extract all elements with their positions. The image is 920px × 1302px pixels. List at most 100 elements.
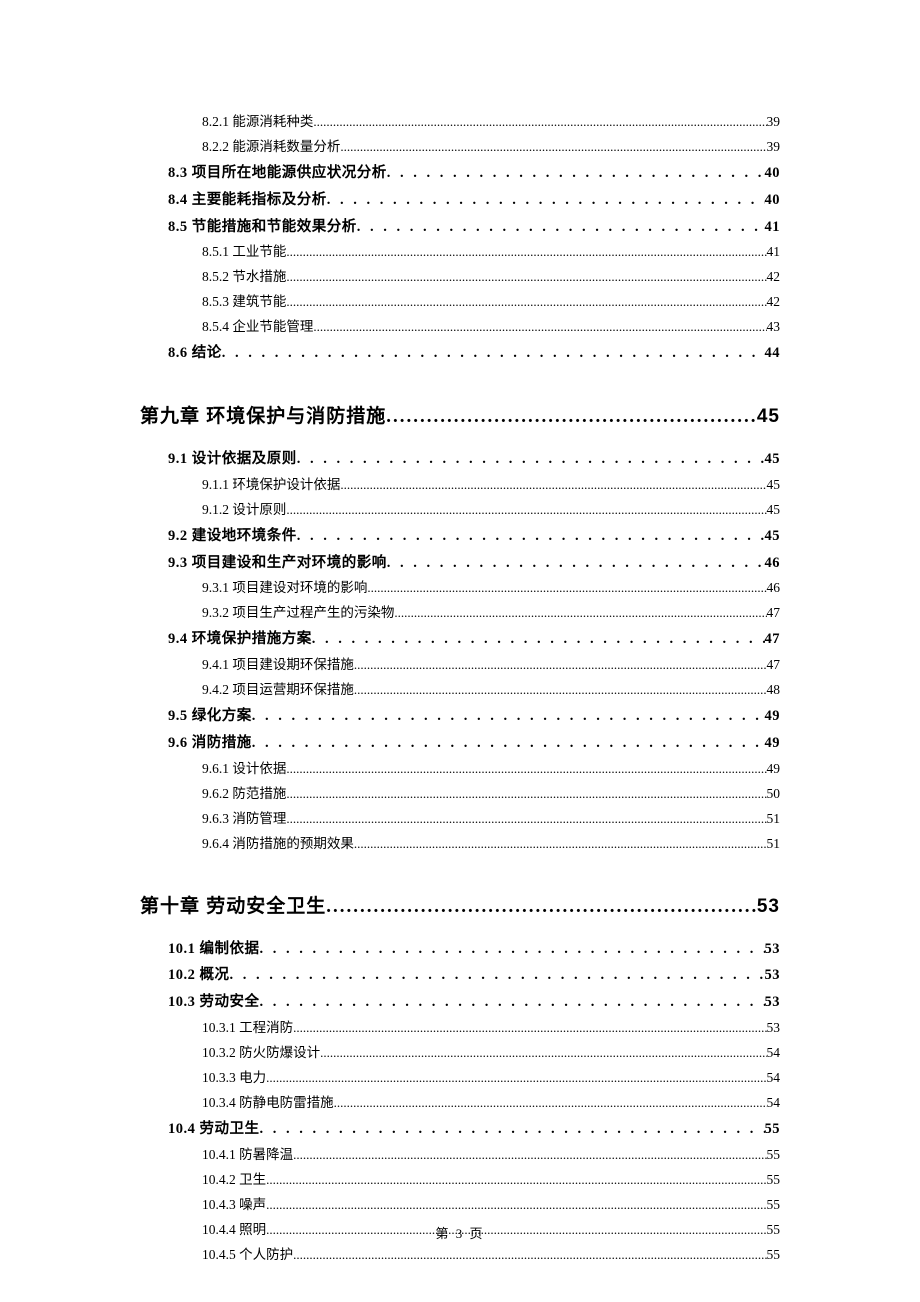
toc-page-number: 51	[767, 832, 781, 857]
toc-leader-dots: ........................................…	[286, 498, 766, 522]
toc-label: 8.5.2 节水措施	[202, 265, 286, 290]
toc-page-number: 45	[767, 473, 781, 498]
toc-page-number: 50	[767, 782, 781, 807]
toc-entry: 10.3.3 电力...............................…	[202, 1066, 780, 1091]
toc-entry: 第九章 环境保护与消防措施...........................…	[140, 401, 780, 428]
toc-entry: 10.3.1 工程消防.............................…	[202, 1016, 780, 1041]
toc-leader-dots: ........................................…	[367, 576, 766, 600]
toc-entry: 8.5.1 工业节能..............................…	[202, 240, 780, 265]
toc-entry: 10.4.1 防暑降温.............................…	[202, 1143, 780, 1168]
toc-entry: 10.3.4 防静电防雷措施..........................…	[202, 1091, 780, 1116]
toc-page-number: 49	[767, 757, 781, 782]
toc-leader-dots: ........................................…	[286, 782, 766, 806]
toc-page-number: 54	[767, 1066, 781, 1091]
toc-page-number: 39	[767, 135, 781, 160]
toc-label: 8.5.1 工业节能	[202, 240, 286, 265]
toc-label: 9.2 建设地环境条件	[168, 523, 297, 550]
toc-leader-dots: . . . . . . . . . . . . . . . . . . . . …	[252, 703, 765, 730]
toc-entry: 9.1.2 设计原则..............................…	[202, 498, 780, 523]
toc-page-number: 55	[767, 1243, 781, 1268]
toc-leader-dots: ........................................…	[286, 240, 766, 264]
toc-entry: 8.6 结论 . . . . . . . . . . . . . . . . .…	[168, 340, 780, 367]
toc-leader-dots: ........................................…	[386, 406, 757, 428]
toc-entry: 9.6.1 设计依据..............................…	[202, 757, 780, 782]
toc-leader-dots: ........................................…	[266, 1168, 766, 1192]
toc-label: 9.1 设计依据及原则	[168, 446, 297, 473]
toc-label: 10.4.1 防暑降温	[202, 1143, 293, 1168]
toc-label: 8.5.4 企业节能管理	[202, 315, 313, 340]
toc-page-number: 54	[767, 1041, 781, 1066]
toc-page-number: 46	[767, 576, 781, 601]
toc-entry: 9.1.1 环境保护设计依据..........................…	[202, 473, 780, 498]
toc-leader-dots: ........................................…	[286, 757, 766, 781]
toc-page-number: 49	[765, 703, 781, 730]
toc-leader-dots: ........................................…	[286, 265, 766, 289]
toc-label: 8.3 项目所在地能源供应状况分析	[168, 160, 387, 187]
toc-page-number: 40	[765, 160, 781, 187]
toc-leader-dots: ........................................…	[286, 807, 766, 831]
toc-label: 10.1 编制依据	[168, 936, 260, 963]
toc-label: 9.6.3 消防管理	[202, 807, 286, 832]
toc-entry: 8.5.3 建筑节能..............................…	[202, 290, 780, 315]
toc-label: 9.3 项目建设和生产对环境的影响	[168, 550, 387, 577]
toc-leader-dots: . . . . . . . . . . . . . . . . . . . . …	[387, 550, 765, 577]
toc-entry: 9.3 项目建设和生产对环境的影响 . . . . . . . . . . . …	[168, 550, 780, 577]
toc-page-number: 41	[767, 240, 781, 265]
toc-leader-dots: . . . . . . . . . . . . . . . . . . . . …	[297, 523, 765, 550]
toc-page-number: 51	[767, 807, 781, 832]
toc-entry: 9.6.2 防范措施..............................…	[202, 782, 780, 807]
toc-label: 10.2 概况	[168, 962, 230, 989]
toc-label: 9.4.2 项目运营期环保措施	[202, 678, 354, 703]
toc-label: 10.4 劳动卫生	[168, 1116, 260, 1143]
toc-entry: 10.4.3 噪声...............................…	[202, 1193, 780, 1218]
toc-leader-dots: ........................................…	[354, 653, 767, 677]
table-of-contents: 8.2.1 能源消耗种类............................…	[140, 110, 780, 1268]
toc-label: 10.3.2 防火防爆设计	[202, 1041, 320, 1066]
toc-entry: 8.5.4 企业节能管理............................…	[202, 315, 780, 340]
toc-page-number: 39	[767, 110, 781, 135]
toc-page-number: 49	[765, 730, 781, 757]
toc-page-number: 45	[765, 446, 781, 473]
toc-page-number: 43	[767, 315, 781, 340]
toc-entry: 10.4 劳动卫生 . . . . . . . . . . . . . . . …	[168, 1116, 780, 1143]
toc-label: 9.6.4 消防措施的预期效果	[202, 832, 354, 857]
toc-entry: 8.3 项目所在地能源供应状况分析 . . . . . . . . . . . …	[168, 160, 780, 187]
toc-label: 10.3.4 防静电防雷措施	[202, 1091, 334, 1116]
toc-leader-dots: . . . . . . . . . . . . . . . . . . . . …	[260, 989, 765, 1016]
toc-leader-dots: . . . . . . . . . . . . . . . . . . . . …	[357, 214, 765, 241]
toc-label: 8.6 结论	[168, 340, 222, 367]
toc-leader-dots: . . . . . . . . . . . . . . . . . . . . …	[260, 1116, 765, 1143]
toc-entry: 10.3 劳动安全 . . . . . . . . . . . . . . . …	[168, 989, 780, 1016]
toc-label: 8.2.2 能源消耗数量分析	[202, 135, 340, 160]
toc-page-number: 47	[767, 601, 781, 626]
toc-leader-dots: ........................................…	[313, 315, 766, 339]
toc-leader-dots: ........................................…	[293, 1243, 766, 1267]
toc-leader-dots: ........................................…	[340, 135, 766, 159]
toc-label: 9.6.1 设计依据	[202, 757, 286, 782]
toc-label: 10.3.1 工程消防	[202, 1016, 293, 1041]
toc-page-number: 45	[765, 523, 781, 550]
page-footer: 第 3 页	[0, 1223, 920, 1242]
toc-leader-dots: ........................................…	[286, 290, 766, 314]
toc-label: 9.6 消防措施	[168, 730, 252, 757]
toc-page-number: 47	[767, 653, 781, 678]
toc-leader-dots: . . . . . . . . . . . . . . . . . . . . …	[230, 962, 765, 989]
toc-leader-dots: ........................................…	[354, 832, 767, 856]
toc-page-number: 41	[765, 214, 781, 241]
toc-page-number: 46	[765, 550, 781, 577]
toc-leader-dots: . . . . . . . . . . . . . . . . . . . . …	[312, 626, 765, 653]
page: 8.2.1 能源消耗种类............................…	[0, 0, 920, 1302]
toc-entry: 9.4 环境保护措施方案 . . . . . . . . . . . . . .…	[168, 626, 780, 653]
toc-leader-dots: . . . . . . . . . . . . . . . . . . . . …	[252, 730, 765, 757]
toc-label: 第十章 劳动安全卫生	[140, 891, 326, 918]
toc-entry: 9.1 设计依据及原则 . . . . . . . . . . . . . . …	[168, 446, 780, 473]
toc-leader-dots: ........................................…	[266, 1193, 766, 1217]
toc-leader-dots: . . . . . . . . . . . . . . . . . . . . …	[260, 936, 765, 963]
toc-label: 10.4.3 噪声	[202, 1193, 266, 1218]
toc-page-number: 42	[767, 265, 781, 290]
toc-entry: 10.4.2 卫生...............................…	[202, 1168, 780, 1193]
toc-label: 9.5 绿化方案	[168, 703, 252, 730]
toc-leader-dots: ........................................…	[354, 678, 767, 702]
toc-entry: 9.3.1 项目建设对环境的影响........................…	[202, 576, 780, 601]
toc-page-number: 48	[767, 678, 781, 703]
